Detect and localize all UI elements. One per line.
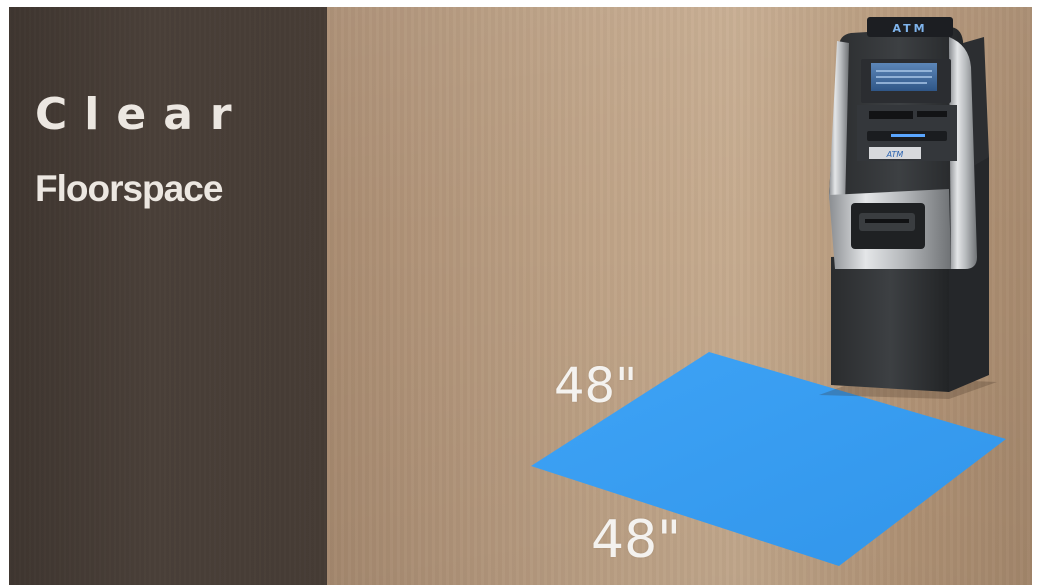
atm-base bbox=[831, 252, 949, 392]
atm-card-slot bbox=[869, 111, 913, 119]
atm-topper bbox=[867, 17, 953, 37]
floor-space-square bbox=[531, 352, 1006, 566]
atm-keypad bbox=[869, 147, 921, 159]
svg-text:ATM: ATM bbox=[886, 150, 904, 159]
atm-topper-text: ATM bbox=[892, 22, 927, 35]
title-subheading: Floorspace bbox=[35, 168, 223, 209]
depth-dimension-label: 48" bbox=[554, 358, 638, 414]
atm-bezel-right bbox=[949, 37, 977, 269]
atm-receipt-slot bbox=[917, 111, 947, 117]
title-heading: Clear bbox=[35, 89, 249, 140]
video-frame: Clear Floorspace 48" 48" bbox=[9, 7, 1032, 585]
atm-machine-icon: ATM ATM bbox=[819, 17, 997, 399]
atm-bezel-left bbox=[829, 41, 849, 207]
floor-illustration bbox=[531, 352, 1006, 566]
title-panel: Clear Floorspace bbox=[9, 7, 327, 585]
width-dimension-label: 48" bbox=[591, 510, 682, 570]
